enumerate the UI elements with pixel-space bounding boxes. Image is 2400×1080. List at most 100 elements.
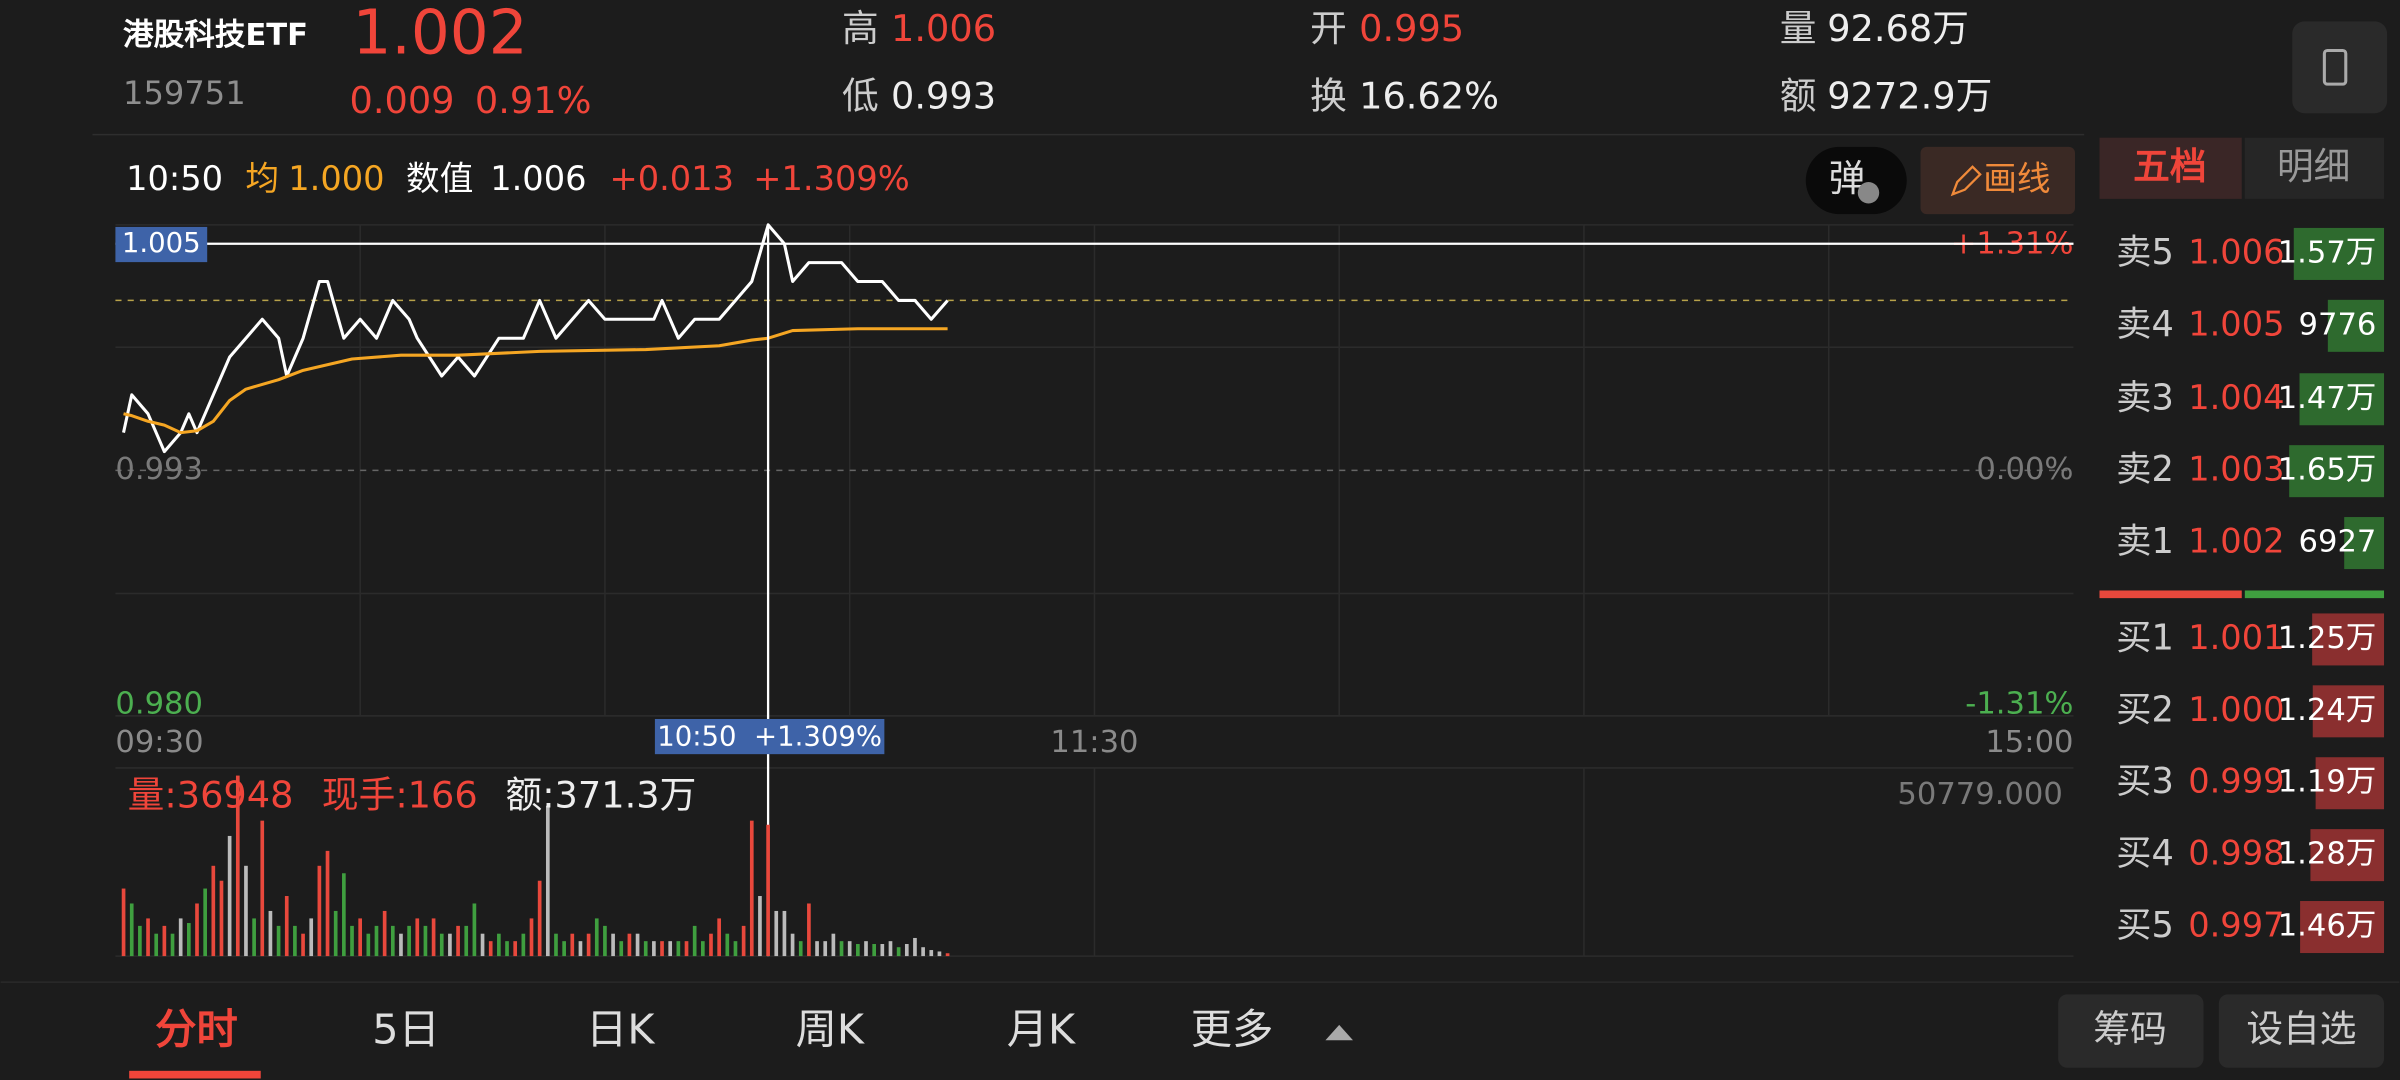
level-price: 1.004	[2188, 378, 2284, 417]
footer-tab[interactable]: 日K	[586, 1006, 655, 1054]
chip-button-bg[interactable]	[2058, 994, 2204, 1068]
high-label: 高	[842, 7, 879, 50]
volume-bar	[456, 925, 460, 957]
quantity-bar	[2344, 517, 2385, 570]
quantity-bar	[2289, 445, 2385, 498]
draw-text[interactable]: 画线	[1983, 159, 2050, 198]
hand-info: 现手:166	[322, 773, 478, 816]
volume-bar	[472, 903, 477, 957]
volume-bar	[766, 824, 770, 957]
volume-bar	[864, 941, 868, 957]
pencil-icon[interactable]	[1950, 165, 1982, 197]
phone-button-bg[interactable]	[2292, 21, 2388, 114]
volume-bar	[219, 880, 224, 957]
volume-bar	[235, 775, 240, 957]
volume-bar	[643, 941, 648, 957]
tab-five-level[interactable]: 五档	[2133, 145, 2206, 188]
level-quantity: 9776	[2299, 307, 2377, 342]
volume-bar	[652, 941, 656, 957]
volume-bar	[211, 865, 216, 957]
quantity-bar	[2299, 373, 2385, 426]
footer-button[interactable]: 筹码	[2093, 1008, 2166, 1051]
crosshair-change-pct: +1.309%	[753, 159, 909, 198]
draw-button-bg[interactable]	[1920, 146, 2076, 215]
volume-bar	[896, 947, 901, 957]
volume-bar	[227, 835, 232, 957]
volume-bar	[700, 941, 705, 957]
open-label: 开	[1310, 7, 1347, 50]
volume-info: 量:36948	[128, 773, 294, 816]
quantity-bar	[2300, 901, 2385, 954]
volume-bar	[244, 865, 248, 957]
volume-bar	[586, 933, 591, 957]
x-tick-label: 09:30	[115, 725, 203, 760]
volume-bar	[121, 888, 126, 957]
volume-bar	[162, 925, 167, 957]
footer-tab[interactable]: 月K	[1007, 1006, 1076, 1054]
level-label: 卖3	[2116, 377, 2174, 418]
y2-tick-label: -1.31%	[1965, 687, 2073, 722]
tab-detail[interactable]: 明细	[2277, 145, 2350, 188]
volume-bar	[741, 925, 746, 957]
ratio-bar-green	[2244, 590, 2385, 599]
volume-bar	[154, 933, 159, 957]
volume-bar	[856, 944, 860, 957]
footer: 分时 5日 日K 周K 月K 更多 筹码 设自选	[155, 1006, 2356, 1054]
volume-bar	[358, 918, 363, 957]
danmu-badge[interactable]	[1857, 182, 1880, 204]
volume-bar	[178, 918, 183, 957]
level-price: 1.002	[2188, 522, 2284, 561]
tab-bg[interactable]	[2244, 137, 2385, 199]
volume-bar	[937, 951, 942, 957]
volume-bar	[627, 933, 632, 957]
volume-bar	[692, 925, 697, 957]
footer-tab[interactable]: 5日	[372, 1006, 440, 1054]
volume-bar	[668, 941, 673, 957]
watchlist-button-bg[interactable]	[2218, 994, 2385, 1068]
level-label: 卖4	[2116, 304, 2174, 345]
more-arrow[interactable]	[1325, 1024, 1353, 1041]
footer-button[interactable]: 设自选	[2246, 1008, 2356, 1051]
footer-tab[interactable]: 分时	[155, 1006, 238, 1054]
volume-label: 量	[1780, 7, 1817, 50]
phone-icon[interactable]	[2322, 48, 2348, 86]
danmu-button-bg[interactable]	[1805, 146, 1907, 215]
footer-tab[interactable]: 更多	[1191, 1006, 1274, 1054]
danmu-button[interactable]: 弹	[1805, 146, 1907, 215]
level-quantity: 1.28万	[2278, 837, 2377, 872]
volume-bar	[187, 923, 191, 957]
volume-bar	[407, 925, 411, 957]
volume-bar	[276, 925, 281, 957]
volume-bar	[170, 933, 175, 957]
draw-button[interactable]: 画线	[1920, 146, 2076, 215]
volume-bar	[382, 910, 387, 957]
volume-bar	[578, 941, 583, 957]
turnover-label: 换	[1310, 74, 1347, 117]
volume-bar	[733, 941, 738, 957]
volume-bar	[594, 918, 599, 957]
volume-bar	[513, 941, 518, 957]
phone-button[interactable]	[2292, 21, 2388, 114]
crosshair-time-tag	[654, 718, 885, 755]
tab-bg[interactable]	[2099, 137, 2242, 199]
level-quantity: 1.47万	[2278, 381, 2377, 416]
footer-tab[interactable]: 周K	[796, 1006, 865, 1054]
volume-bar	[488, 941, 493, 957]
volume-bar	[350, 925, 354, 957]
volume-bar	[497, 933, 501, 957]
turnover-value: 16.62%	[1359, 74, 1499, 117]
level-quantity: 1.57万	[2278, 235, 2377, 270]
level-price: 1.000	[2188, 690, 2284, 729]
volume-bar	[521, 933, 526, 957]
volume-bar	[129, 903, 134, 957]
volume-bar	[252, 918, 256, 957]
level-label: 买2	[2116, 689, 2174, 730]
volume-bar	[505, 941, 509, 957]
level-label: 买1	[2116, 617, 2174, 658]
volume-bar	[554, 933, 558, 957]
quantity-bar	[2312, 613, 2385, 666]
level-quantity: 1.65万	[2278, 453, 2377, 488]
level-label: 买4	[2116, 833, 2174, 874]
volume-bar	[709, 933, 713, 957]
